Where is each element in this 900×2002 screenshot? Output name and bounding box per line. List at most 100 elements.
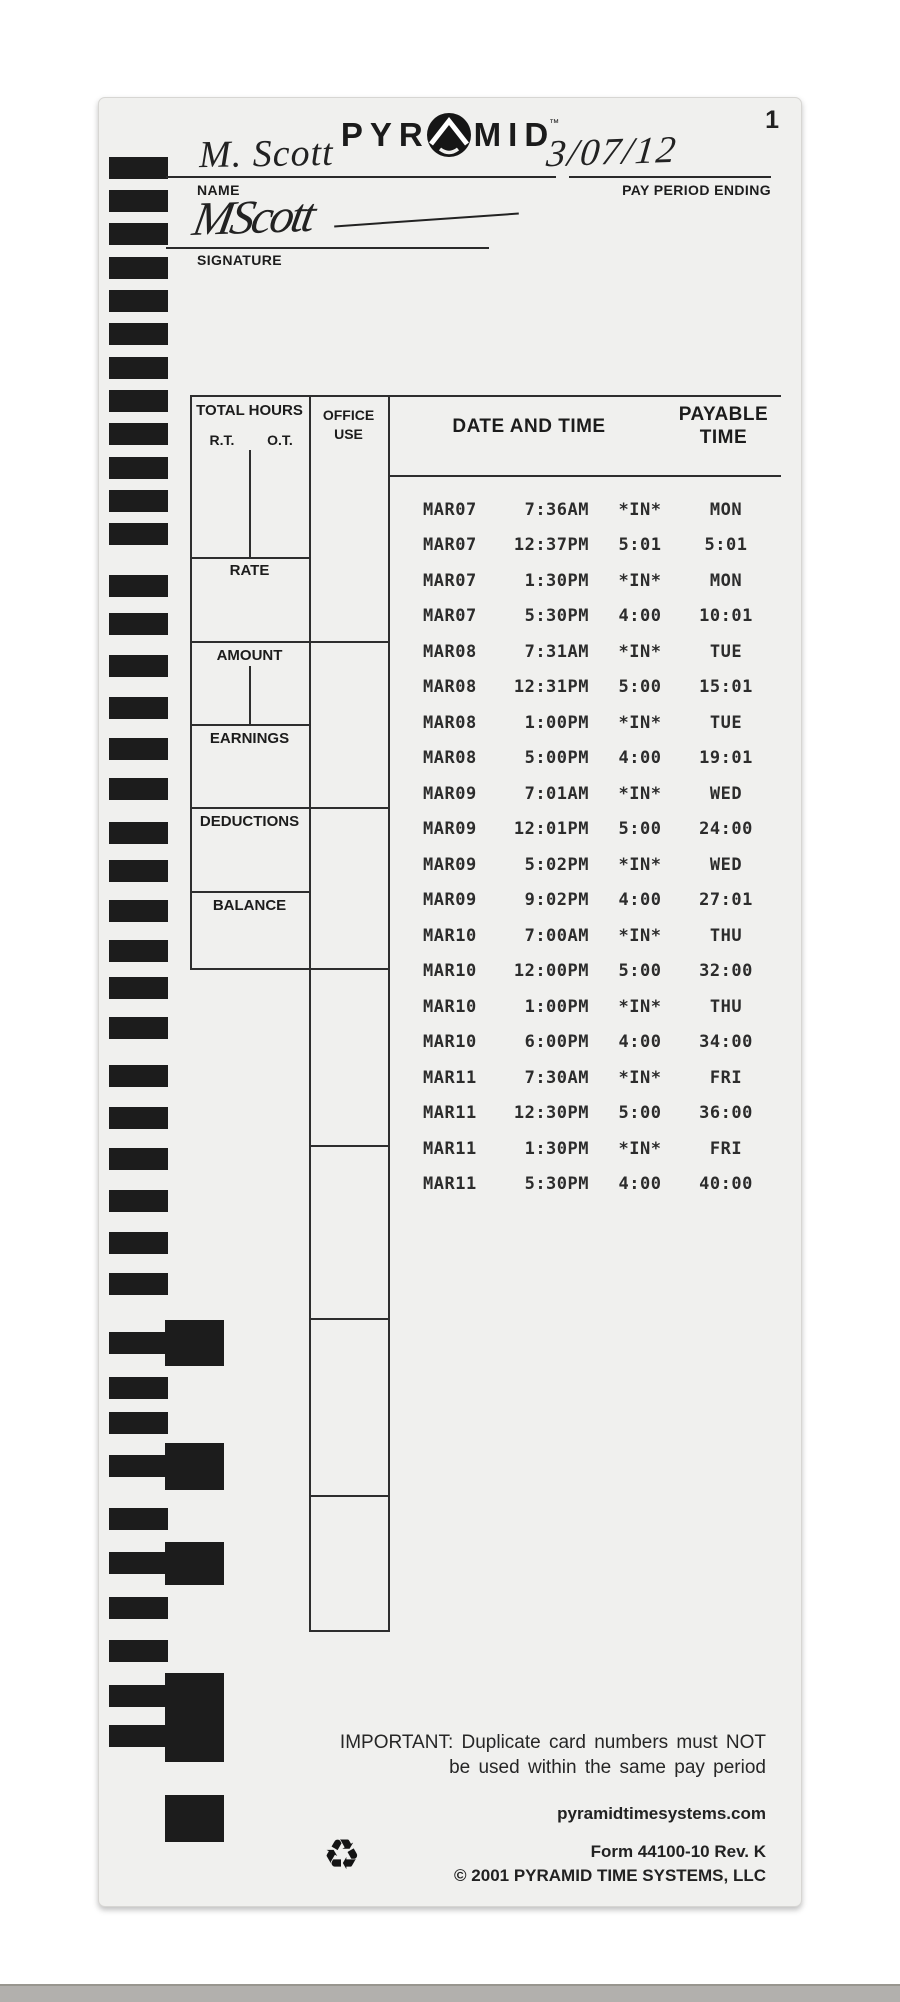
pay-period-date-handwritten: 3/07/12 — [544, 128, 680, 176]
punch-time: 5:30PM — [524, 1174, 589, 1195]
punch-date: MAR08 — [423, 641, 477, 662]
name-label: NAME — [197, 182, 240, 198]
punch-mark-bar — [109, 1597, 168, 1619]
recycle-icon: ♻ — [323, 1831, 361, 1878]
date-and-time-header: DATE AND TIME — [452, 416, 606, 437]
punch-payable: TUE — [709, 641, 743, 662]
amount-top-line — [190, 641, 388, 643]
pyramid-badge-icon — [426, 113, 471, 157]
time-entry-row: MAR07 1:30PM *IN* MON — [411, 563, 781, 599]
time-entry-row: MAR07 5:30PM 4:00 10:01 — [411, 599, 781, 635]
punch-mark-square — [165, 1320, 224, 1366]
punch-status: *IN* — [618, 712, 662, 733]
punch-status: 4:00 — [618, 890, 662, 911]
punch-time: 5:30PM — [524, 606, 589, 627]
punch-mark-bar — [109, 1148, 168, 1170]
time-entry-row: MAR09 12:01PM 5:00 24:00 — [411, 812, 781, 848]
punch-mark-square — [165, 1443, 224, 1490]
rate-top-line — [190, 557, 309, 559]
signature-flourish — [334, 212, 519, 228]
header-bottom-line — [388, 475, 781, 477]
punch-status: 4:00 — [618, 1174, 662, 1195]
punch-payable: THU — [709, 996, 743, 1017]
punch-status: 4:00 — [618, 606, 662, 627]
punch-mark-bar — [109, 778, 168, 800]
deductions-label: DEDUCTIONS — [199, 813, 300, 830]
punch-time: 12:01PM — [513, 819, 589, 840]
punch-mark-bar — [109, 457, 168, 479]
punch-mark-bar — [109, 1455, 168, 1477]
important-notice-line1: IMPORTANT: Duplicate card numbers must N… — [339, 1732, 766, 1753]
punch-time: 12:30PM — [513, 1103, 589, 1124]
punch-payable: TUE — [709, 712, 743, 733]
punch-time: 9:02PM — [524, 890, 589, 911]
punch-payable: 32:00 — [699, 961, 753, 982]
punch-mark-bar — [109, 523, 168, 545]
balance-label: BALANCE — [212, 897, 287, 914]
time-entry-row: MAR10 7:00AM *IN* THU — [411, 918, 781, 954]
amount-label: AMOUNT — [216, 647, 283, 664]
punch-time: 12:00PM — [513, 961, 589, 982]
punch-payable: 19:01 — [699, 748, 753, 769]
time-entry-row: MAR10 6:00PM 4:00 34:00 — [411, 1025, 781, 1061]
punch-time: 7:00AM — [524, 925, 589, 946]
punch-time: 12:31PM — [513, 677, 589, 698]
office-use-divider-2 — [309, 1318, 388, 1320]
punch-mark-bar — [109, 977, 168, 999]
signature-label: SIGNATURE — [197, 252, 283, 268]
ot-label: O.T. — [267, 432, 293, 448]
time-entry-row: MAR09 5:02PM *IN* WED — [411, 847, 781, 883]
punch-time: 5:02PM — [524, 854, 589, 875]
punch-mark-bar — [109, 490, 168, 512]
punch-date: MAR10 — [423, 1032, 477, 1053]
rate-label: RATE — [229, 562, 270, 579]
rt-ot-divider — [249, 450, 251, 557]
time-card: PYR MID ™ 1 M. Scott 3/07/12 NAME PAY PE… — [98, 97, 802, 1907]
punch-mark-bar — [109, 1725, 168, 1747]
punch-mark-bar — [109, 860, 168, 882]
punch-payable: 36:00 — [699, 1103, 753, 1124]
punch-date: MAR07 — [423, 499, 477, 520]
office-use-label: OFFICE USE — [322, 407, 375, 442]
punch-mark-bar — [109, 1685, 168, 1707]
punch-time: 1:30PM — [524, 570, 589, 591]
punch-mark-bar — [109, 1332, 168, 1354]
punch-mark-bar — [109, 940, 168, 962]
important-notice-line2: be used within the same pay period — [449, 1757, 766, 1778]
punch-mark-bar — [109, 1273, 168, 1295]
punch-payable: WED — [709, 854, 743, 875]
table-top-line — [190, 395, 781, 397]
punch-time: 7:36AM — [524, 499, 589, 520]
punch-payable: 27:01 — [699, 890, 753, 911]
time-entry-row: MAR08 1:00PM *IN* TUE — [411, 705, 781, 741]
copyright-text: © 2001 PYRAMID TIME SYSTEMS, LLC — [454, 1866, 766, 1885]
punch-mark-bar — [109, 1377, 168, 1399]
punch-time: 1:00PM — [524, 712, 589, 733]
trademark-symbol: ™ — [549, 118, 560, 129]
punch-time: 7:01AM — [524, 783, 589, 804]
time-entry-row: MAR08 12:31PM 5:00 15:01 — [411, 670, 781, 706]
punch-date: MAR07 — [423, 535, 477, 556]
website-text: pyramidtimesystems.com — [557, 1804, 766, 1823]
deductions-top-line — [190, 807, 388, 809]
punch-mark-bar — [109, 1508, 168, 1530]
punch-status: 5:01 — [618, 535, 662, 556]
total-hours-label: TOTAL HOURS — [196, 402, 303, 419]
punch-status: *IN* — [618, 1067, 662, 1088]
punch-date: MAR11 — [423, 1138, 477, 1159]
punch-mark-bar — [109, 1412, 168, 1434]
punch-date: MAR11 — [423, 1174, 477, 1195]
name-underline — [166, 176, 556, 178]
important-notice: IMPORTANT: Duplicate card numbers must N… — [206, 1730, 766, 1780]
punch-date: MAR10 — [423, 925, 477, 946]
pay-period-underline — [569, 176, 771, 178]
punch-mark-square — [165, 1542, 224, 1585]
punch-status: 5:00 — [618, 961, 662, 982]
punch-payable: FRI — [709, 1138, 743, 1159]
punch-mark-bar — [109, 655, 168, 677]
punch-mark-bar — [109, 157, 168, 179]
punch-date: MAR08 — [423, 748, 477, 769]
punch-payable: 15:01 — [699, 677, 753, 698]
time-entry-row: MAR11 12:30PM 5:00 36:00 — [411, 1096, 781, 1132]
signature-underline — [166, 247, 489, 249]
